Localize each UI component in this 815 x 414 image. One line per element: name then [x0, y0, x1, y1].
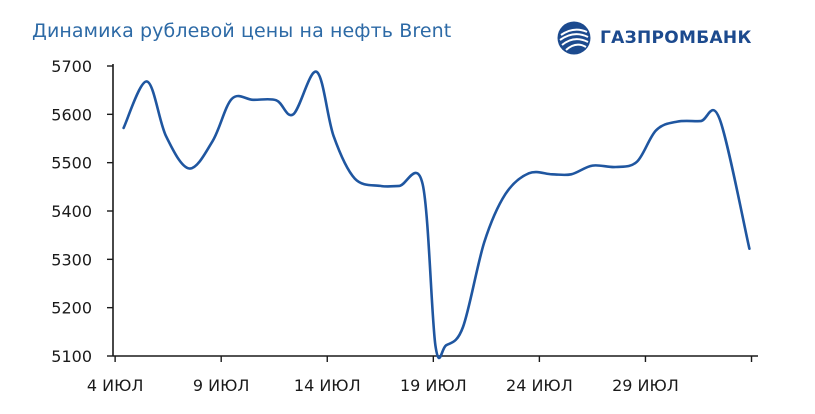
x-tick-label: 24 ИЮЛ	[506, 376, 573, 395]
x-tick-label: 9 ИЮЛ	[193, 376, 250, 395]
y-tick-label: 5300	[51, 250, 92, 269]
y-tick-label: 5400	[51, 202, 92, 221]
x-tick-label: 4 ИЮЛ	[87, 376, 144, 395]
x-tick-label: 19 ИЮЛ	[400, 376, 467, 395]
chart-axes	[112, 64, 758, 357]
brent-rub-price-line	[122, 70, 751, 360]
chart-title: Динамика рублевой цены на нефть Brent	[32, 20, 452, 42]
y-tick-label: 5100	[51, 347, 92, 366]
y-tick-label: 5600	[51, 105, 92, 124]
logo-text: ГАЗПРОМБАНК	[600, 28, 752, 48]
gazprombank-sphere-icon	[557, 21, 591, 55]
gazprombank-logo: ГАЗПРОМБАНК	[556, 19, 752, 57]
x-tick-label: 29 ИЮЛ	[612, 376, 679, 395]
series-layer	[122, 70, 751, 360]
y-tick-label: 5500	[51, 154, 92, 173]
x-axis-ticks: 4 ИЮЛ 9 ИЮЛ 14 ИЮЛ 19 ИЮЛ 24 ИЮЛ 29 ИЮЛ	[87, 356, 753, 395]
y-axis-ticks: 5100 5200 5300 5400 5500 5600 5700	[51, 57, 113, 366]
y-tick-label: 5700	[51, 57, 92, 76]
y-tick-label: 5200	[51, 299, 92, 318]
x-tick-label: 14 ИЮЛ	[294, 376, 361, 395]
